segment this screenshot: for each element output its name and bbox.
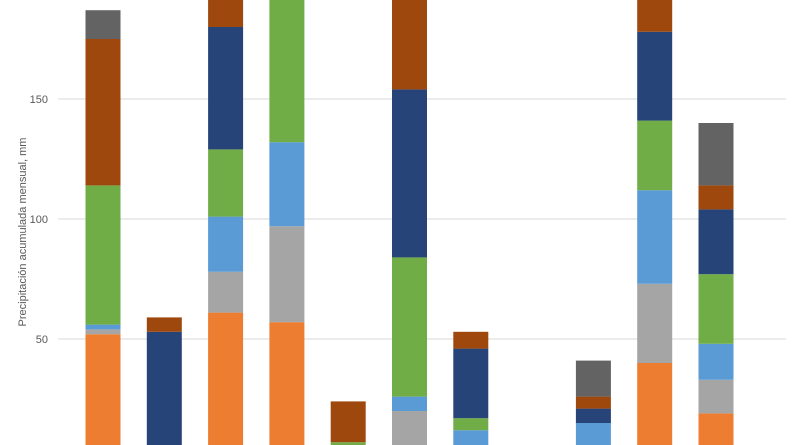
bar-segment-3-6: [208, 0, 244, 27]
bar-segment-3-3: [208, 216, 244, 272]
bar-segment-11-6: [698, 185, 734, 210]
bar-segment-4-2: [269, 226, 305, 323]
bar-segment-5-4: [330, 442, 366, 445]
bar-segment-1-6: [85, 39, 121, 186]
bar-segment-5-6: [330, 401, 366, 443]
bar-segment-11-3: [698, 343, 734, 380]
bar-segment-6-5: [392, 89, 427, 258]
bar-segment-10-5: [637, 31, 673, 121]
bar-segment-1-1: [85, 334, 121, 445]
bar-segment-10-3: [637, 190, 673, 284]
bar-segment-9-7: [575, 360, 611, 397]
bar-segment-1-3: [85, 324, 121, 330]
bar-segment-2-5: [146, 331, 182, 445]
bar-segment-1-7: [85, 10, 121, 39]
bars: [85, 0, 734, 445]
bar-segment-3-5: [208, 27, 244, 150]
bar-segment-1-4: [85, 185, 121, 325]
bar-segment-3-4: [208, 149, 244, 217]
bar-segment-11-5: [698, 209, 734, 275]
bar-segment-11-4: [698, 274, 734, 344]
bar-segment-7-4: [453, 418, 489, 431]
bar-segment-9-5: [575, 408, 611, 423]
bar-segment-7-3: [453, 430, 489, 445]
bar-segment-4-4: [269, 0, 305, 143]
bar-segment-6-3: [392, 396, 427, 411]
bar-segment-6-6: [392, 0, 427, 90]
bar-segment-7-5: [453, 348, 489, 419]
y-tick-labels: 50100150200250300350: [30, 94, 48, 346]
y-tick-label: 50: [36, 334, 48, 346]
bar-segment-1-2: [85, 329, 121, 335]
bar-segment-6-4: [392, 257, 427, 397]
bar-segment-3-2: [208, 271, 244, 313]
bar-segment-3-1: [208, 312, 244, 445]
bar-segment-10-6: [637, 0, 673, 32]
bar-segment-9-3: [575, 423, 611, 445]
bar-segment-11-2: [698, 379, 734, 414]
bar-segment-11-7: [698, 123, 734, 186]
bar-segment-6-2: [392, 411, 427, 445]
bar-segment-4-1: [269, 322, 305, 445]
bar-segment-7-6: [453, 331, 489, 349]
y-axis-title: Precipitación acumulada mensual, mm: [17, 138, 29, 327]
bar-segment-10-1: [637, 363, 673, 445]
y-tick-label: 100: [30, 214, 48, 226]
y-tick-label: 150: [30, 94, 48, 106]
bar-segment-9-6: [575, 396, 611, 409]
bar-segment-4-3: [269, 142, 305, 227]
bar-segment-11-1: [698, 413, 734, 445]
bar-segment-10-4: [637, 120, 673, 191]
bar-segment-10-2: [637, 283, 673, 363]
bar-segment-2-6: [146, 317, 182, 332]
